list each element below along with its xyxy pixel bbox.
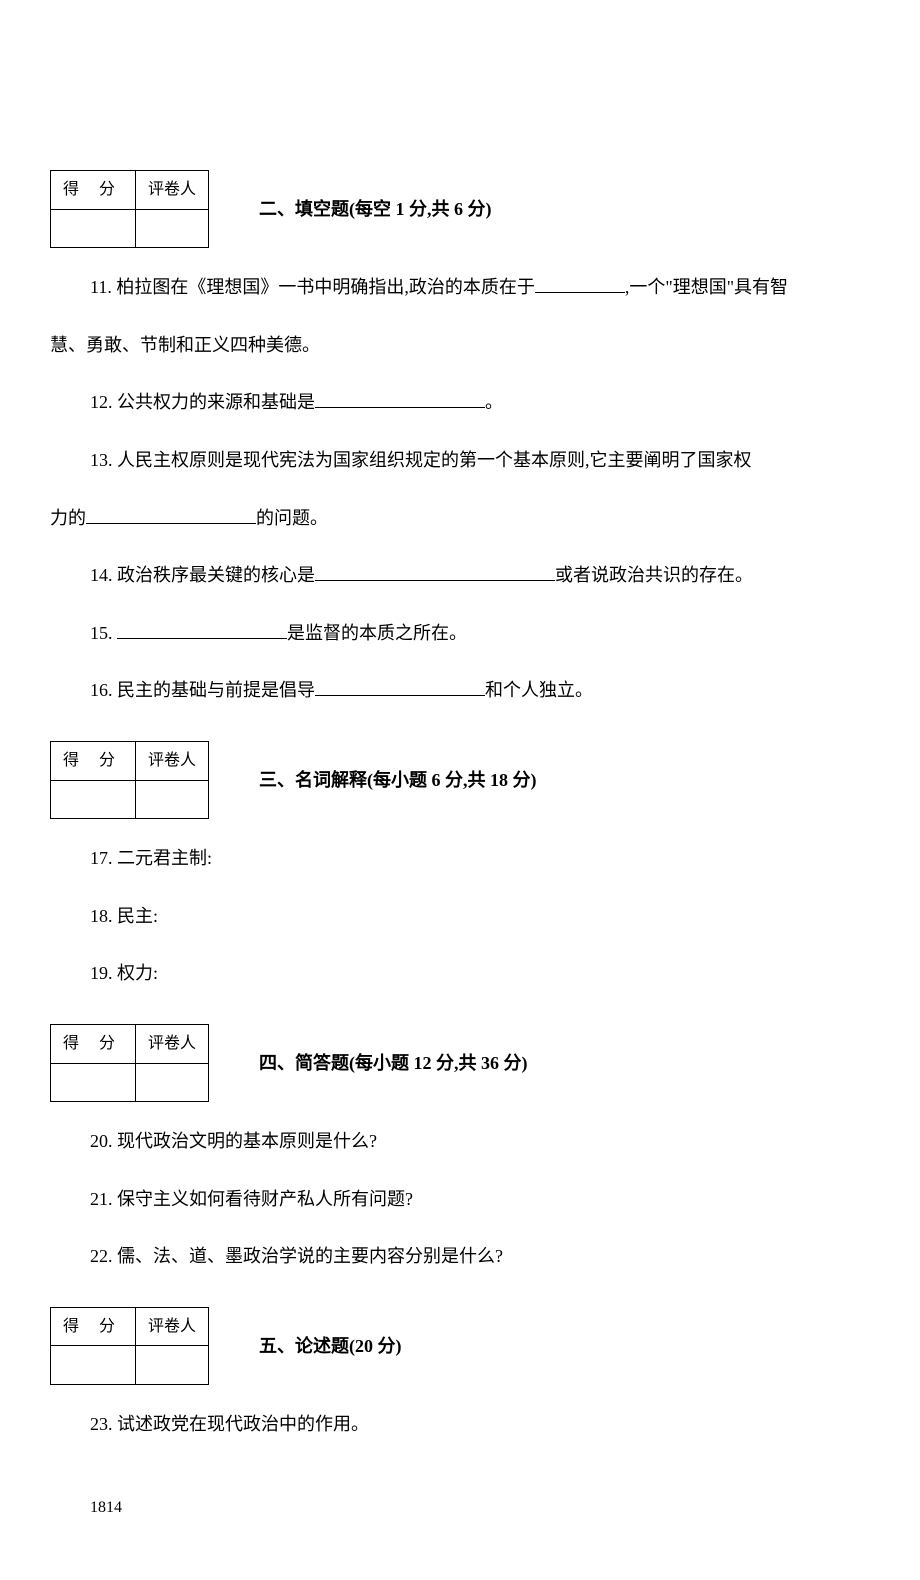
question-16: 16. 民主的基础与前提是倡导 和个人独立。: [90, 671, 870, 711]
q16-text1: 16. 民主的基础与前提是倡导: [90, 680, 315, 700]
blank-16: [315, 678, 485, 696]
q13-cont1: 力的: [50, 508, 86, 528]
score-label: 得 分: [51, 171, 136, 210]
question-13: 13. 人民主权原则是现代宪法为国家组织规定的第一个基本原则,它主要阐明了国家权: [90, 441, 870, 481]
section-4-title: 四、简答题(每小题 12 分,共 36 分): [259, 1049, 528, 1078]
blank-12: [315, 390, 485, 408]
score-table-2: 得 分 评卷人: [50, 170, 209, 248]
question-22: 22. 儒、法、道、墨政治学说的主要内容分别是什么?: [90, 1237, 870, 1277]
q14-text2: 或者说政治共识的存在。: [555, 565, 753, 585]
q15-text1: 15.: [90, 623, 117, 643]
q11-text2: ,一个"理想国"具有智: [625, 277, 788, 297]
section-5-header: 得 分 评卷人 五、论述题(20 分): [50, 1307, 870, 1385]
score-label: 得 分: [51, 1307, 136, 1346]
grader-cell: [136, 209, 209, 248]
question-19: 19. 权力:: [90, 954, 870, 994]
grader-label: 评卷人: [136, 1024, 209, 1063]
section-2-title: 二、填空题(每空 1 分,共 6 分): [259, 195, 492, 224]
section-2-header: 得 分 评卷人 二、填空题(每空 1 分,共 6 分): [50, 170, 870, 248]
score-cell: [51, 1063, 136, 1102]
question-15: 15. 是监督的本质之所在。: [90, 614, 870, 654]
q12-text2: 。: [485, 392, 503, 412]
section-3-header: 得 分 评卷人 三、名词解释(每小题 6 分,共 18 分): [50, 741, 870, 819]
page-number: 1814: [90, 1495, 870, 1521]
section-5-title: 五、论述题(20 分): [259, 1332, 402, 1361]
q12-text1: 12. 公共权力的来源和基础是: [90, 392, 315, 412]
grader-cell: [136, 780, 209, 819]
section-3-title: 三、名词解释(每小题 6 分,共 18 分): [259, 766, 537, 795]
grader-cell: [136, 1063, 209, 1102]
question-21: 21. 保守主义如何看待财产私人所有问题?: [90, 1180, 870, 1220]
grader-label: 评卷人: [136, 171, 209, 210]
question-14: 14. 政治秩序最关键的核心是 或者说政治共识的存在。: [90, 556, 870, 596]
grader-cell: [136, 1346, 209, 1385]
section-4-header: 得 分 评卷人 四、简答题(每小题 12 分,共 36 分): [50, 1024, 870, 1102]
q13-cont2: 的问题。: [256, 508, 328, 528]
question-23: 23. 试述政党在现代政治中的作用。: [90, 1405, 870, 1445]
q11-text1: 11. 柏拉图在《理想国》一书中明确指出,政治的本质在于: [90, 277, 535, 297]
score-label: 得 分: [51, 741, 136, 780]
question-18: 18. 民主:: [90, 897, 870, 937]
blank-11: [535, 275, 625, 293]
blank-14: [315, 563, 555, 581]
q13-text1: 13. 人民主权原则是现代宪法为国家组织规定的第一个基本原则,它主要阐明了国家权: [90, 450, 752, 470]
question-12: 12. 公共权力的来源和基础是 。: [90, 383, 870, 423]
question-17: 17. 二元君主制:: [90, 839, 870, 879]
score-table-4: 得 分 评卷人: [50, 1024, 209, 1102]
question-11-cont: 慧、勇敢、节制和正义四种美德。: [50, 326, 870, 366]
q16-text2: 和个人独立。: [485, 680, 593, 700]
q15-text2: 是监督的本质之所在。: [287, 623, 467, 643]
q14-text1: 14. 政治秩序最关键的核心是: [90, 565, 315, 585]
grader-label: 评卷人: [136, 1307, 209, 1346]
score-cell: [51, 209, 136, 248]
score-cell: [51, 780, 136, 819]
score-table-5: 得 分 评卷人: [50, 1307, 209, 1385]
grader-label: 评卷人: [136, 741, 209, 780]
question-13-cont: 力的 的问题。: [50, 499, 870, 539]
blank-13: [86, 506, 256, 524]
score-label: 得 分: [51, 1024, 136, 1063]
score-cell: [51, 1346, 136, 1385]
blank-15: [117, 621, 287, 639]
question-20: 20. 现代政治文明的基本原则是什么?: [90, 1122, 870, 1162]
score-table-3: 得 分 评卷人: [50, 741, 209, 819]
question-11: 11. 柏拉图在《理想国》一书中明确指出,政治的本质在于 ,一个"理想国"具有智: [90, 268, 870, 308]
